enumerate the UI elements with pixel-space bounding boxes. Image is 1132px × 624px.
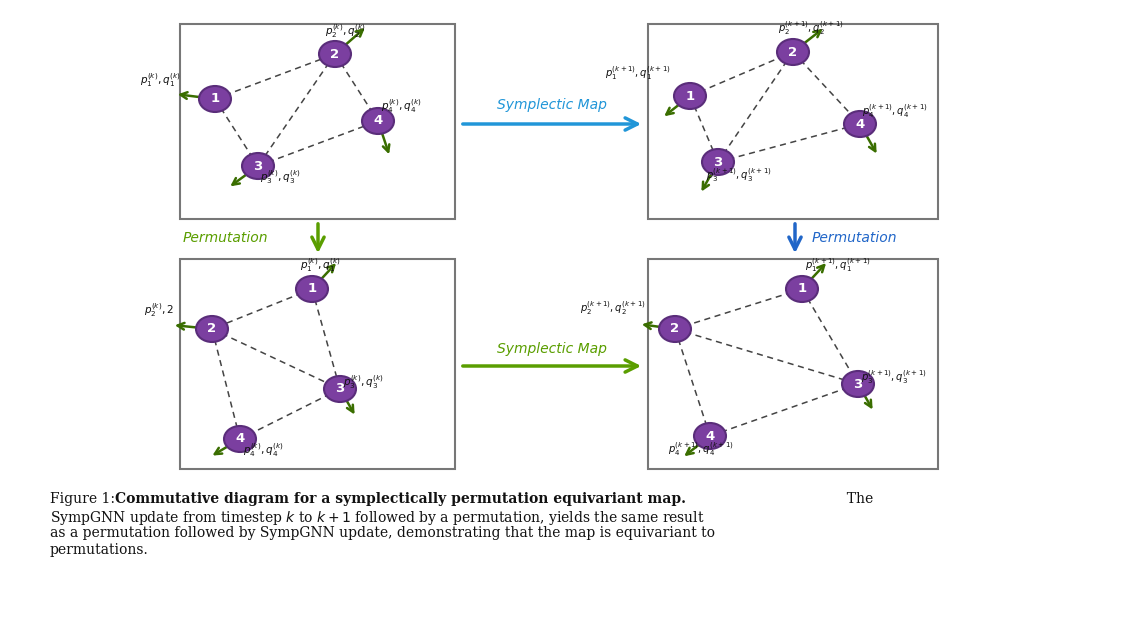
Ellipse shape (777, 39, 809, 65)
Text: $p_4^{(k+1)},q_4^{(k+1)}$: $p_4^{(k+1)},q_4^{(k+1)}$ (861, 102, 928, 120)
Text: Symplectic Map: Symplectic Map (497, 342, 607, 356)
Text: $p_4^{(k)},q_4^{(k)}$: $p_4^{(k)},q_4^{(k)}$ (243, 441, 284, 459)
Text: $p_2^{(k+1)},q_2^{(k+1)}$: $p_2^{(k+1)},q_2^{(k+1)}$ (580, 299, 645, 317)
Text: Symplectic Map: Symplectic Map (497, 98, 607, 112)
Ellipse shape (674, 83, 706, 109)
Ellipse shape (295, 276, 328, 302)
Text: $p_4^{(k+1)},q_4^{(k+1)}$: $p_4^{(k+1)},q_4^{(k+1)}$ (668, 440, 734, 458)
Ellipse shape (702, 149, 734, 175)
Ellipse shape (659, 316, 691, 342)
Text: 1: 1 (308, 283, 317, 296)
Text: 3: 3 (713, 155, 722, 168)
Bar (180, 259, 455, 469)
Text: $p_3^{(k)},q_3^{(k)}$: $p_3^{(k)},q_3^{(k)}$ (260, 168, 301, 186)
Text: 4: 4 (235, 432, 245, 446)
Text: SympGNN update from timestep $k$ to $k + 1$ followed by a permutation, yields th: SympGNN update from timestep $k$ to $k +… (50, 509, 705, 527)
Text: $p_1^{(k)},q_1^{(k)}$: $p_1^{(k)},q_1^{(k)}$ (300, 256, 341, 274)
Ellipse shape (242, 153, 274, 179)
Ellipse shape (842, 371, 874, 397)
Text: 1: 1 (797, 283, 807, 296)
Text: $p_3^{(k)},q_3^{(k)}$: $p_3^{(k)},q_3^{(k)}$ (343, 373, 384, 391)
Text: $p_1^{(k+1)},q_1^{(k+1)}$: $p_1^{(k+1)},q_1^{(k+1)}$ (604, 64, 670, 82)
Text: $p_1^{(k)},q_1^{(k)}$: $p_1^{(k)},q_1^{(k)}$ (140, 71, 181, 89)
Text: Figure 1:: Figure 1: (50, 492, 115, 506)
Text: $p_3^{(k+1)},q_3^{(k+1)}$: $p_3^{(k+1)},q_3^{(k+1)}$ (861, 368, 927, 386)
Ellipse shape (196, 316, 228, 342)
Ellipse shape (844, 111, 876, 137)
Text: 1: 1 (686, 89, 695, 102)
Ellipse shape (324, 376, 355, 402)
Text: $p_3^{(k+1)},q_3^{(k+1)}$: $p_3^{(k+1)},q_3^{(k+1)}$ (706, 166, 772, 184)
Text: permutations.: permutations. (50, 543, 148, 557)
Text: 1: 1 (211, 92, 220, 105)
Text: 2: 2 (331, 47, 340, 61)
Text: 4: 4 (374, 114, 383, 127)
Ellipse shape (319, 41, 351, 67)
Text: 3: 3 (854, 378, 863, 391)
Text: $p_1^{(k+1)},q_1^{(k+1)}$: $p_1^{(k+1)},q_1^{(k+1)}$ (805, 256, 871, 274)
Ellipse shape (694, 423, 726, 449)
Text: $p_2^{(k+1)},q_2^{(k+1)}$: $p_2^{(k+1)},q_2^{(k+1)}$ (778, 19, 843, 37)
Ellipse shape (199, 86, 231, 112)
Ellipse shape (362, 108, 394, 134)
Text: 2: 2 (670, 323, 679, 336)
Text: 2: 2 (207, 323, 216, 336)
Text: 4: 4 (705, 429, 714, 442)
Bar (648, 24, 938, 219)
Text: Permutation: Permutation (812, 231, 898, 245)
Text: Permutation: Permutation (183, 231, 268, 245)
Text: The: The (838, 492, 873, 506)
Text: $p_2^{(k)},2$: $p_2^{(k)},2$ (144, 301, 174, 319)
Text: Commutative diagram for a symplectically permutation equivariant map.: Commutative diagram for a symplectically… (115, 492, 686, 506)
Ellipse shape (224, 426, 256, 452)
Text: 3: 3 (335, 383, 344, 396)
Text: $p_4^{(k)},q_4^{(k)}$: $p_4^{(k)},q_4^{(k)}$ (381, 97, 422, 115)
Text: 3: 3 (254, 160, 263, 172)
Bar (180, 24, 455, 219)
Bar (648, 259, 938, 469)
Text: as a permutation followed by SympGNN update, demonstrating that the map is equiv: as a permutation followed by SympGNN upd… (50, 526, 715, 540)
Text: 2: 2 (788, 46, 798, 59)
Text: $p_2^{(k)},q_2^{(k)}$: $p_2^{(k)},q_2^{(k)}$ (325, 22, 366, 40)
Ellipse shape (786, 276, 818, 302)
Text: 4: 4 (856, 117, 865, 130)
